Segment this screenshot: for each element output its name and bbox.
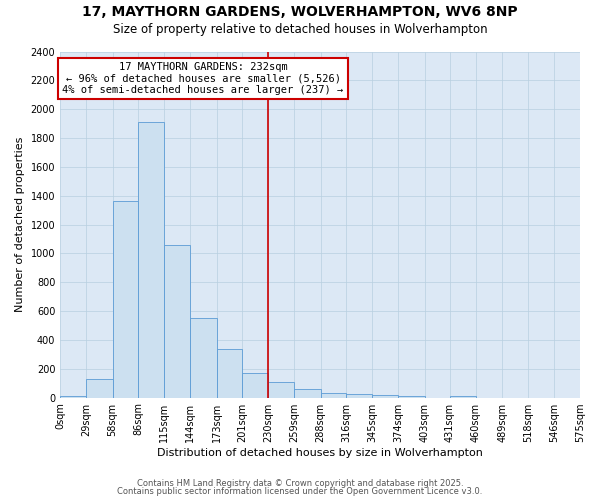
Bar (190, 318, 217, 398)
Bar (372, 396, 398, 398)
Text: 17 MAYTHORN GARDENS: 232sqm
← 96% of detached houses are smaller (5,526)
4% of s: 17 MAYTHORN GARDENS: 232sqm ← 96% of det… (62, 62, 344, 95)
Bar (580, 396, 600, 398)
Bar (320, 392, 346, 398)
Text: Contains public sector information licensed under the Open Government Licence v3: Contains public sector information licen… (118, 488, 482, 496)
Text: 17, MAYTHORN GARDENS, WOLVERHAMPTON, WV6 8NP: 17, MAYTHORN GARDENS, WOLVERHAMPTON, WV6… (82, 5, 518, 19)
Bar (242, 373, 268, 398)
Bar (346, 394, 372, 398)
Bar (164, 246, 190, 398)
Bar (268, 382, 295, 398)
Bar (113, 202, 138, 398)
Bar (295, 389, 320, 398)
Text: Contains HM Land Registry data © Crown copyright and database right 2025.: Contains HM Land Registry data © Crown c… (137, 478, 463, 488)
Text: Size of property relative to detached houses in Wolverhampton: Size of property relative to detached ho… (113, 22, 487, 36)
Bar (138, 122, 164, 398)
Bar (450, 396, 476, 398)
Y-axis label: Number of detached properties: Number of detached properties (15, 137, 25, 312)
Bar (60, 396, 86, 398)
Bar (86, 379, 113, 398)
Bar (217, 350, 242, 398)
X-axis label: Distribution of detached houses by size in Wolverhampton: Distribution of detached houses by size … (157, 448, 483, 458)
Bar (398, 396, 425, 398)
